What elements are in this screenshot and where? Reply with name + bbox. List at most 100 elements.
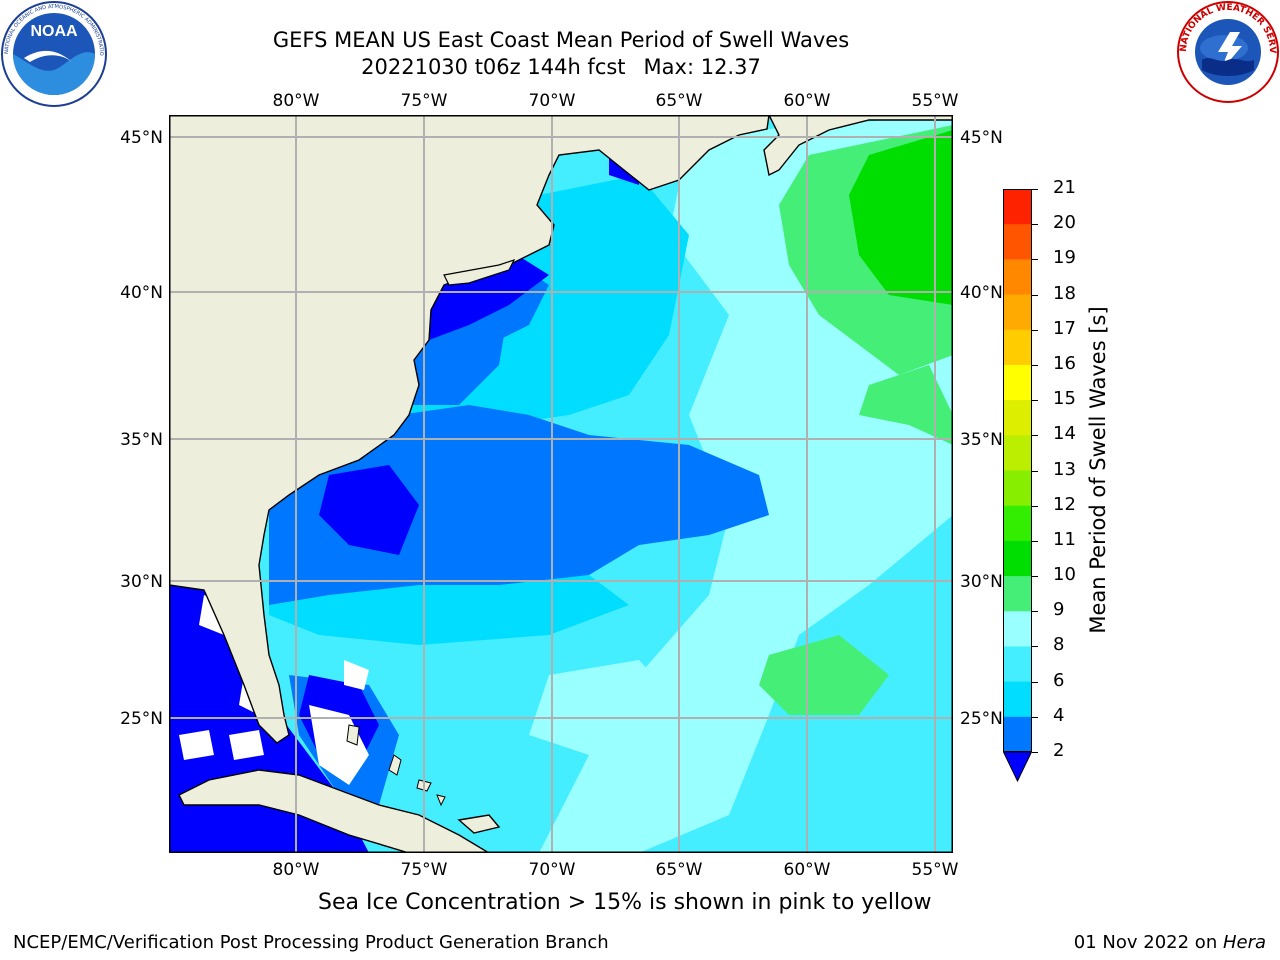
lat-label-left: 30°N <box>120 572 163 592</box>
colorbar-frame <box>1003 189 1032 752</box>
colorbar-segment <box>1003 611 1032 647</box>
swell-band-9-10-c <box>759 635 889 715</box>
colorbar-segment <box>1003 364 1032 401</box>
lon-label-bottom: 55°W <box>912 860 959 880</box>
lat-label-left: 35°N <box>120 430 163 450</box>
lat-label-left: 25°N <box>120 709 163 729</box>
land-eastern-us <box>169 115 770 744</box>
colorbar-tick-mark <box>1032 329 1038 331</box>
land-island-4 <box>436 794 446 807</box>
footer-org: NCEP/EMC/Verification Post Processing Pr… <box>13 932 609 953</box>
colorbar-tick-label: 8 <box>1053 634 1065 656</box>
colorbar-segment <box>1003 189 1032 225</box>
map-frame <box>169 115 953 853</box>
colorbar-segment <box>1003 540 1032 577</box>
colorbar-tick-mark <box>1032 681 1038 683</box>
max-value: Max: 12.37 <box>643 55 761 79</box>
lon-label-bottom: 70°W <box>529 860 576 880</box>
lat-label-right: 40°N <box>960 283 1003 303</box>
colorbar-tick-label: 9 <box>1053 599 1065 621</box>
lon-label-top: 60°W <box>784 91 831 111</box>
chart-subtitle: 20221030 t06z 144h fcst Max: 12.37 <box>160 54 962 80</box>
lon-label-bottom: 65°W <box>656 860 703 880</box>
lon-label-bottom: 60°W <box>784 860 831 880</box>
land-hispaniola <box>457 814 501 834</box>
chart-title: GEFS MEAN US East Coast Mean Period of S… <box>272 28 850 52</box>
swell-band-2-4 <box>269 405 769 605</box>
colorbar-tick-label: 13 <box>1053 458 1076 480</box>
colorbar-tick-label: 12 <box>1053 493 1076 515</box>
lon-label-bottom: 80°W <box>273 860 320 880</box>
colorbar-title: Mean Period of Swell Waves [s] <box>1086 306 1110 634</box>
colorbar-segment <box>1003 329 1032 366</box>
land-long-island <box>443 258 516 286</box>
colorbar-segment <box>1003 646 1032 683</box>
colorbar-segment <box>1003 716 1032 752</box>
colorbar-tick-label: 19 <box>1053 247 1076 269</box>
colorbar-tick-label: 20 <box>1053 212 1076 234</box>
colorbar-tick-mark <box>1032 716 1038 718</box>
colorbar-tick-mark <box>1032 576 1038 578</box>
colorbar-tick-mark <box>1032 752 1038 753</box>
colorbar-tick-label: 2 <box>1053 740 1065 761</box>
colorbar-segment <box>1003 435 1032 471</box>
lat-label-right: 30°N <box>960 572 1003 592</box>
land-nova-scotia <box>763 115 953 177</box>
footer-machine: Hera <box>1222 932 1266 953</box>
colorbar-segment <box>1003 224 1032 260</box>
no-data-gulf-3 <box>179 730 214 760</box>
colorbar-segment <box>1003 470 1032 507</box>
noaa-logo: NOAA NATIONAL OCEANIC AND ATMOSPHERIC AD… <box>0 0 107 107</box>
lat-label-right: 25°N <box>960 709 1003 729</box>
land-island-2 <box>388 754 402 776</box>
colorbar <box>1003 189 1032 752</box>
lat-label-left: 40°N <box>120 283 163 303</box>
lon-label-top: 55°W <box>912 91 959 111</box>
lon-label-top: 75°W <box>401 91 448 111</box>
swell-band-9-10-b <box>859 365 953 445</box>
colorbar-tick-mark <box>1032 611 1038 613</box>
colorbar-tick-mark <box>1032 364 1038 366</box>
no-data-gulf-4 <box>229 730 264 760</box>
footer-date: 01 Nov 2022 on Hera <box>1074 932 1266 953</box>
swell-band-10-11 <box>849 130 953 305</box>
colorbar-tick-mark <box>1032 189 1038 190</box>
map-gridlines <box>169 115 953 853</box>
lon-label-bottom: 75°W <box>401 860 448 880</box>
footer-date-text: 01 Nov 2022 on <box>1073 932 1223 953</box>
lat-label-right: 35°N <box>960 430 1003 450</box>
no-data-bahamas-2 <box>344 660 369 690</box>
colorbar-segment <box>1003 505 1032 542</box>
colorbar-tick-label: 18 <box>1053 282 1076 304</box>
colorbar-tick-mark <box>1032 646 1038 648</box>
swell-band-4-6-south <box>269 575 629 645</box>
colorbar-tick-label: 21 <box>1053 177 1076 198</box>
colorbar-tick-mark <box>1032 505 1038 507</box>
swell-period-map <box>169 115 953 853</box>
colorbar-tick-label: 15 <box>1053 388 1076 410</box>
nws-logo: NATIONAL WEATHER SERVICE <box>1176 0 1279 103</box>
colorbar-tick-mark <box>1032 435 1038 437</box>
colorbar-tick-mark <box>1032 259 1038 261</box>
no-data-bahamas <box>309 705 369 785</box>
swell-band-8-9-south <box>529 660 689 765</box>
colorbar-segment <box>1003 259 1032 296</box>
sea-ice-note: Sea Ice Concentration > 15% is shown in … <box>318 890 932 915</box>
colorbar-tick-label: 14 <box>1053 423 1076 445</box>
lat-label-left: 45°N <box>120 128 163 148</box>
colorbar-lower-extension <box>1003 752 1032 782</box>
colorbar-tick-label: 17 <box>1053 317 1076 339</box>
colorbar-tick-label: 10 <box>1053 564 1076 586</box>
colorbar-segment <box>1003 681 1032 718</box>
swell-band-below-2-b <box>319 465 419 555</box>
colorbar-tick-mark <box>1032 224 1038 226</box>
colorbar-tick-mark <box>1032 400 1038 402</box>
lon-label-top: 65°W <box>656 91 703 111</box>
colorbar-tick-mark <box>1032 470 1038 472</box>
colorbar-segment <box>1003 576 1032 612</box>
lon-label-top: 80°W <box>273 91 320 111</box>
colorbar-tick-label: 4 <box>1053 704 1065 726</box>
colorbar-tick-mark <box>1032 294 1038 296</box>
lat-label-right: 45°N <box>960 128 1003 148</box>
